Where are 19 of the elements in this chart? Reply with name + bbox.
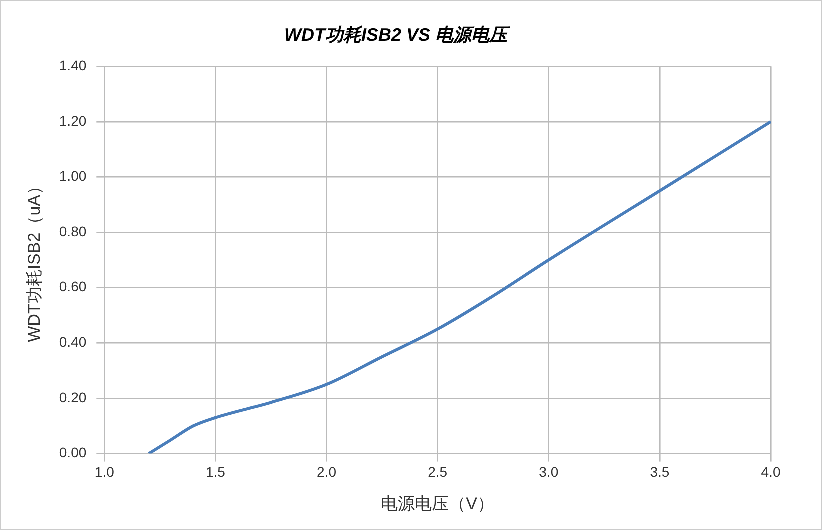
x-tick-label: 1.5	[206, 464, 226, 480]
x-tick-label: 1.0	[94, 464, 115, 480]
y-tick-label: 0.00	[59, 444, 87, 461]
y-tick-label: 0.40	[59, 334, 87, 350]
y-tick-label: 0.80	[59, 223, 87, 240]
y-tick-label: 1.00	[59, 168, 87, 184]
line-series	[148, 120, 771, 454]
y-axis-title: WDT功耗ISB2（uA）	[24, 178, 44, 342]
y-tick-label: 1.20	[59, 112, 87, 129]
x-tick-label: 2.5	[428, 464, 448, 480]
y-tick-label: 1.40	[59, 57, 87, 74]
x-tick-label: 4.0	[761, 464, 781, 480]
x-tick-label: 3.5	[650, 464, 670, 480]
y-tick-label: 0.20	[59, 389, 87, 406]
x-axis-title: 电源电压（V）	[381, 494, 494, 514]
x-tick-label: 2.0	[317, 464, 337, 480]
y-tick-label: 0.60	[59, 278, 87, 295]
x-tick-label: 3.0	[539, 464, 559, 480]
chart-title: WDT功耗ISB2 VS 电源电压	[284, 24, 512, 45]
